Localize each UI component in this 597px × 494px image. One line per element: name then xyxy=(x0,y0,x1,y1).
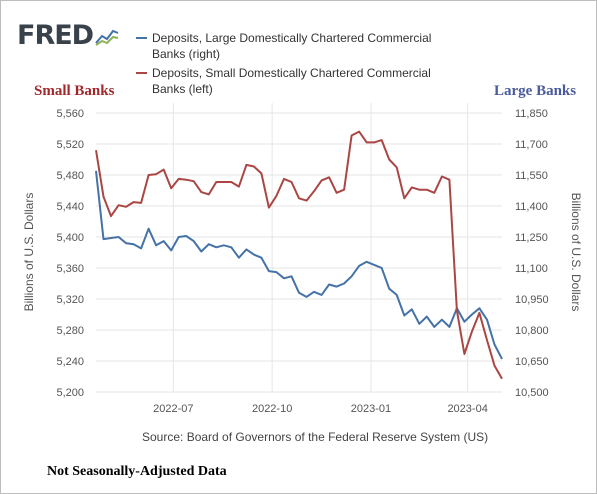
left-tick-label: 5,240 xyxy=(56,356,84,368)
legend-swatch-small-banks xyxy=(136,72,147,74)
right-tick-label: 10,500 xyxy=(515,387,549,399)
left-tick-label: 5,520 xyxy=(56,139,84,151)
small-banks-title: Small Banks xyxy=(34,83,115,99)
plot-area xyxy=(96,103,502,393)
right-tick-label: 11,400 xyxy=(515,201,548,213)
right-tick-label: 10,650 xyxy=(515,356,549,368)
large-banks-title: Large Banks xyxy=(494,83,577,99)
x-tick-label: 2022-07 xyxy=(153,403,193,415)
series-layer xyxy=(95,130,503,380)
right-axis-title: Billions of U.S. Dollars xyxy=(569,193,583,312)
left-tick-label: 5,560 xyxy=(56,108,84,120)
left-tick-label: 5,480 xyxy=(56,170,84,182)
x-tick-label: 2022-10 xyxy=(252,403,292,415)
legend-label-small-banks: Deposits, Small Domestically Chartered C… xyxy=(152,66,431,96)
left-tick-label: 5,400 xyxy=(56,232,84,244)
series-line-large-banks[interactable] xyxy=(95,170,503,360)
legend-swatch-large-banks xyxy=(136,37,147,39)
left-tick-label: 5,440 xyxy=(56,201,84,213)
right-tick-label: 11,100 xyxy=(515,263,548,275)
left-tick-label: 5,360 xyxy=(56,263,84,275)
right-tick-label: 10,800 xyxy=(515,325,549,337)
footnote: Not Seasonally-Adjusted Data xyxy=(47,464,227,479)
fred-logo[interactable]: FRED xyxy=(17,20,94,51)
legend-label-large-banks: Deposits, Large Domestically Chartered C… xyxy=(152,31,432,61)
chart-legend: Deposits, Large Domestically Chartered C… xyxy=(136,30,462,100)
right-tick-label: 10,950 xyxy=(515,294,549,306)
series-line-small-banks[interactable] xyxy=(95,130,503,380)
left-tick-label: 5,320 xyxy=(56,294,84,306)
source-note: Source: Board of Governors of the Federa… xyxy=(142,430,489,444)
left-axis-title: Billions of U.S. Dollars xyxy=(22,193,36,312)
legend-item-large-banks[interactable]: Deposits, Large Domestically Chartered C… xyxy=(136,30,462,62)
right-tick-label: 11,850 xyxy=(515,108,548,120)
right-tick-label: 11,700 xyxy=(515,139,548,151)
right-tick-label: 11,550 xyxy=(515,170,548,182)
x-tick-label: 2023-01 xyxy=(351,403,391,415)
left-tick-label: 5,200 xyxy=(56,387,84,399)
x-tick-label: 2023-04 xyxy=(447,403,487,415)
grid-layer xyxy=(96,103,502,393)
left-tick-label: 5,280 xyxy=(56,325,84,337)
tick-layer: 5,200 5,240 5,280 5,320 5,360 5,400 5,440 5,480… xyxy=(56,108,548,415)
sparkline-icon xyxy=(94,26,120,46)
right-tick-label: 11,250 xyxy=(515,232,548,244)
legend-item-small-banks[interactable]: Deposits, Small Domestically Chartered C… xyxy=(136,65,462,97)
